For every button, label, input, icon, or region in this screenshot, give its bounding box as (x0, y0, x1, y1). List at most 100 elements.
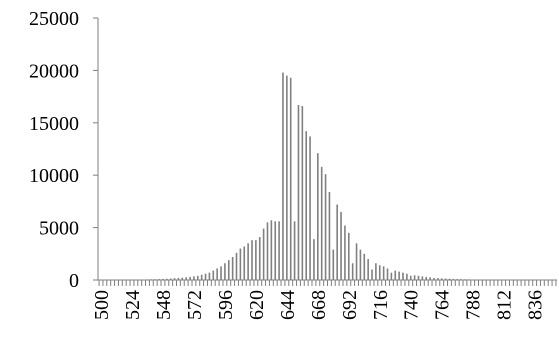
bar (208, 272, 211, 280)
x-tick-label: 620 (246, 290, 268, 320)
bar (425, 276, 428, 280)
bar (301, 106, 304, 280)
bar (200, 274, 203, 280)
bar (278, 221, 280, 280)
bar (293, 221, 296, 280)
bar (332, 249, 335, 280)
y-tick-label: 25000 (29, 8, 79, 30)
bar (266, 222, 269, 280)
bar (262, 228, 265, 280)
bar (351, 263, 354, 280)
bar (216, 268, 218, 280)
bar (313, 239, 315, 280)
x-tick-label: 572 (184, 290, 206, 320)
x-tick-label: 716 (370, 290, 392, 320)
x-tick-label: 764 (432, 290, 454, 320)
bar (375, 263, 377, 280)
bar (398, 271, 400, 280)
x-tick-label: 668 (308, 290, 330, 320)
y-axis: 0 5000 10000 15000 20000 25000 (29, 8, 99, 292)
bar (444, 278, 447, 280)
bar (347, 232, 350, 280)
bar (328, 191, 331, 280)
x-tick-label: 596 (215, 290, 237, 320)
bar (251, 240, 253, 280)
bar (282, 72, 284, 280)
x-tick-label: 692 (339, 290, 361, 320)
bar (212, 270, 215, 280)
x-axis: 500 524 548 572 596 620 644 668 692 716 740 764 788 8… (91, 279, 557, 320)
bar (406, 273, 408, 280)
bar (324, 174, 327, 280)
x-tick-label: 836 (525, 290, 547, 320)
bar (363, 253, 366, 280)
bar (429, 277, 431, 280)
bar (317, 153, 319, 280)
y-tick-label: 5000 (39, 218, 79, 240)
bar-series (100, 72, 555, 281)
bar (227, 260, 230, 280)
bar (402, 272, 404, 280)
bar (409, 275, 412, 280)
bar (336, 204, 338, 280)
bar (452, 278, 455, 280)
bar (196, 275, 199, 280)
bar (371, 269, 373, 280)
bar (286, 75, 288, 280)
bar (382, 266, 385, 280)
bar (417, 275, 420, 280)
bar (239, 248, 242, 280)
y-tick-label: 20000 (29, 60, 79, 82)
x-tick-label: 548 (153, 290, 175, 320)
bar (305, 131, 308, 280)
bar (220, 266, 222, 280)
bar (390, 272, 393, 280)
bar (309, 136, 311, 280)
x-tick-label: 788 (463, 290, 485, 320)
bar (340, 211, 342, 280)
bar (413, 275, 416, 280)
bar (448, 278, 451, 280)
bar (394, 270, 397, 280)
bar (344, 225, 346, 280)
bar (224, 263, 226, 280)
bar (437, 278, 439, 280)
bar (258, 237, 261, 280)
y-tick-label: 15000 (29, 113, 79, 135)
bar (247, 243, 249, 280)
x-tick-label: 500 (91, 290, 113, 320)
bar (359, 249, 362, 280)
bar (181, 277, 184, 280)
bar (440, 278, 443, 280)
bar (231, 256, 234, 280)
bar (193, 276, 195, 280)
bar (169, 278, 172, 280)
bar (421, 276, 424, 280)
bar (274, 221, 277, 280)
x-tick-label: 524 (122, 290, 144, 320)
x-tick-label: 740 (401, 290, 423, 320)
bar (189, 276, 191, 280)
bar (166, 278, 168, 280)
bar (173, 278, 176, 280)
bar (235, 252, 238, 280)
bar (320, 166, 323, 280)
bar (297, 104, 300, 280)
x-tick-label: 644 (277, 290, 299, 320)
bar (243, 246, 246, 280)
bar (289, 77, 292, 281)
y-tick-label: 0 (69, 270, 79, 292)
bar (177, 277, 180, 280)
bar (433, 277, 435, 280)
bar (185, 277, 187, 280)
bar (255, 240, 257, 280)
bar (367, 259, 369, 280)
x-tick-label: 812 (494, 290, 516, 320)
bar (162, 278, 164, 280)
bar (386, 268, 389, 280)
bar (204, 273, 207, 280)
bar (270, 220, 273, 280)
bar (355, 243, 358, 280)
y-tick-label: 10000 (29, 165, 79, 187)
